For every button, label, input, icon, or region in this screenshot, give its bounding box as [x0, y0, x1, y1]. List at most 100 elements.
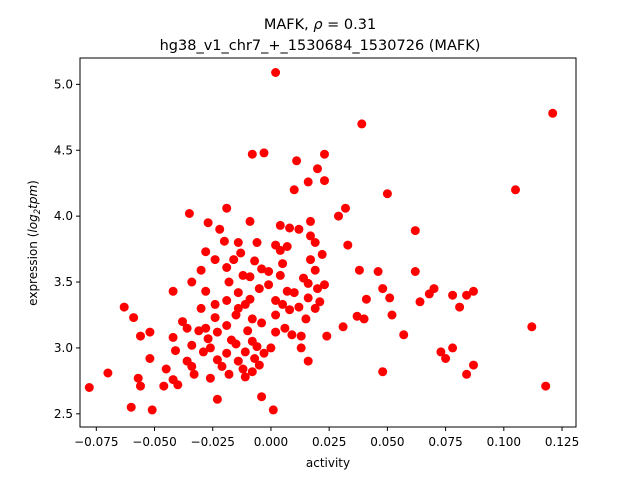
data-point — [194, 326, 204, 336]
data-point — [266, 343, 276, 353]
data-point — [171, 346, 180, 356]
data-point — [469, 360, 478, 370]
data-point — [233, 356, 243, 366]
data-point — [84, 383, 94, 392]
data-point — [469, 286, 478, 296]
data-point — [210, 255, 220, 265]
plot-area-frame — [79, 57, 577, 428]
x-tick-label: −0.050 — [132, 435, 176, 449]
ylabel-log: log — [26, 214, 40, 233]
data-point — [511, 185, 520, 195]
data-point — [315, 297, 325, 307]
x-tick-label: −0.025 — [191, 435, 235, 449]
data-point — [240, 372, 250, 382]
data-point — [224, 369, 234, 379]
y-tick-label: 5.0 — [54, 77, 73, 91]
data-point — [168, 286, 178, 296]
data-point — [385, 293, 395, 303]
data-point — [280, 323, 290, 333]
ylabel-prefix: expression ( — [26, 233, 40, 306]
data-point — [455, 302, 465, 312]
data-point — [236, 248, 246, 258]
data-point — [282, 286, 292, 296]
x-axis-ticks: −0.075 −0.050 −0.025 0.000 0.025 0.050 0.075 0.… — [74, 427, 579, 449]
data-point — [222, 348, 232, 358]
ylabel-tpm: tpm — [26, 185, 40, 209]
x-tick-label: 0.050 — [370, 435, 404, 449]
y-tick-label: 4.5 — [54, 143, 73, 157]
data-point — [219, 236, 229, 246]
data-point — [229, 255, 239, 265]
chart-title-line2: hg38_v1_chr7_+_1530684_1530726 (MAFK) — [160, 38, 481, 54]
data-point — [289, 288, 299, 298]
data-point — [310, 238, 320, 247]
data-point — [233, 288, 243, 298]
data-point — [334, 211, 343, 221]
data-point — [357, 119, 367, 129]
data-point — [320, 176, 329, 186]
y-axis-label: expression (log2tpm) — [26, 180, 43, 306]
data-point — [201, 323, 211, 333]
y-tick-label: 4.0 — [54, 209, 73, 223]
data-point — [264, 280, 274, 290]
data-point — [313, 284, 322, 294]
data-point — [271, 296, 281, 305]
data-point — [136, 381, 145, 391]
data-point — [399, 330, 409, 340]
ylabel-sub: 2 — [33, 209, 43, 214]
x-tick-label: 0.125 — [545, 435, 579, 449]
data-point — [378, 367, 388, 377]
data-point — [240, 299, 250, 309]
data-point — [320, 149, 329, 159]
data-point — [198, 347, 208, 357]
data-point — [254, 284, 264, 294]
data-point — [145, 327, 155, 337]
data-point — [271, 327, 281, 337]
data-point — [173, 380, 183, 390]
data-point — [268, 405, 278, 415]
data-point — [294, 224, 304, 234]
ylabel-suffix: ) — [26, 180, 40, 185]
data-point — [231, 310, 241, 320]
data-point — [145, 354, 155, 363]
data-point — [233, 238, 243, 247]
data-point — [296, 331, 306, 341]
data-point — [159, 381, 169, 391]
data-point — [275, 220, 285, 230]
data-point — [184, 209, 194, 218]
data-point — [257, 318, 267, 328]
data-point — [168, 332, 178, 342]
data-point — [133, 373, 143, 383]
y-tick-label: 3.0 — [54, 341, 73, 355]
data-point — [410, 226, 420, 236]
x-tick-label: 0.075 — [428, 435, 462, 449]
data-point — [313, 164, 322, 174]
data-point — [212, 355, 222, 365]
data-point — [301, 314, 311, 324]
data-point — [306, 216, 315, 226]
data-point — [224, 277, 234, 287]
data-point — [103, 368, 113, 378]
data-point — [382, 189, 392, 199]
data-point — [254, 360, 264, 370]
data-point — [285, 223, 295, 233]
data-point — [119, 302, 129, 312]
data-point — [354, 265, 364, 275]
data-point — [222, 203, 232, 213]
data-point — [222, 263, 232, 272]
data-point — [378, 284, 388, 294]
x-tick-label: 0.100 — [487, 435, 521, 449]
data-point — [341, 203, 350, 213]
data-point — [257, 392, 267, 402]
data-point — [436, 347, 446, 357]
data-point — [296, 343, 306, 353]
data-point — [275, 245, 285, 255]
title-rho-symbol: ρ — [313, 17, 323, 33]
title-prefix: MAFK, — [264, 17, 314, 33]
data-point — [187, 340, 197, 350]
data-point — [196, 265, 206, 275]
data-point — [136, 331, 145, 341]
data-point — [252, 238, 262, 247]
y-axis-ticks: 2.5 3.0 3.5 4.0 4.5 5.0 — [54, 77, 80, 421]
data-point — [306, 255, 315, 265]
